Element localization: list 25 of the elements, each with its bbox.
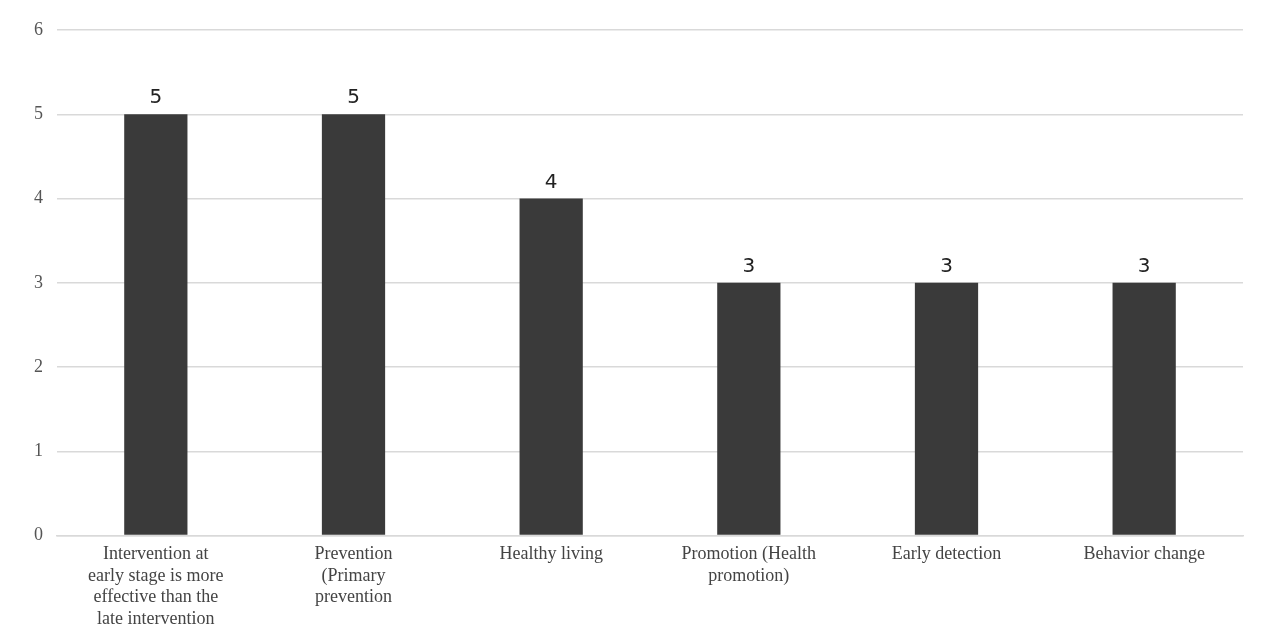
x-tick-label: Prevention (Primary prevention — [314, 543, 393, 607]
y-tick-label: 3 — [34, 271, 43, 292]
y-tick-label: 6 — [34, 18, 43, 39]
x-tick-label: Early detection — [891, 543, 1002, 564]
y-tick-label: 5 — [34, 103, 43, 123]
data-label: 3 — [940, 253, 953, 277]
bar — [519, 198, 583, 535]
y-tick-label: 0 — [34, 524, 43, 545]
x-tick-label: Behavior change — [1083, 543, 1205, 564]
data-label: 3 — [742, 253, 756, 277]
y-tick-label: 2 — [34, 355, 43, 376]
data-label: 3 — [1137, 253, 1151, 277]
data-label: 5 — [347, 84, 360, 109]
x-tick-label: Intervention at early stage is more effective than the late intervention — [88, 543, 224, 628]
bar — [914, 282, 979, 535]
bar — [321, 114, 386, 535]
bar — [1112, 282, 1176, 535]
data-label: 5 — [149, 84, 163, 109]
x-tick-label: Promotion (Health promotion) — [681, 543, 817, 586]
data-label: 4 — [544, 168, 558, 193]
y-tick-label: 1 — [34, 440, 43, 461]
x-tick-label: Healthy living — [499, 543, 603, 564]
bar — [717, 282, 781, 535]
y-tick-label: 4 — [34, 187, 43, 208]
bar — [124, 114, 188, 535]
